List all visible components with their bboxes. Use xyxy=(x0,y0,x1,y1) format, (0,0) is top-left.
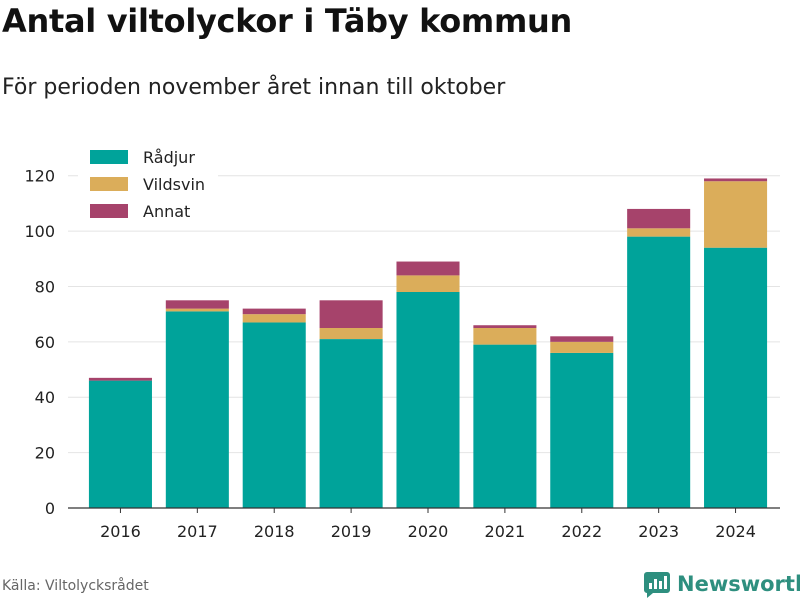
bar-segment-annat[interactable] xyxy=(473,325,537,328)
bar-segment-annat[interactable] xyxy=(627,208,691,229)
legend-label: Vildsvin xyxy=(143,175,205,194)
legend-label: Rådjur xyxy=(143,148,195,167)
y-tick-label: 0 xyxy=(45,499,55,518)
x-tick-label: 2022 xyxy=(561,522,602,541)
bar-segment-vildsvin[interactable] xyxy=(165,308,229,312)
bar-segment-rådjur[interactable] xyxy=(165,311,229,508)
x-tick-label: 2024 xyxy=(715,522,756,541)
x-tick-label: 2020 xyxy=(408,522,449,541)
chart-title: Antal viltolyckor i Täby kommun xyxy=(2,2,572,40)
bar-segment-vildsvin[interactable] xyxy=(704,181,768,248)
bar-segment-vildsvin[interactable] xyxy=(396,275,460,292)
y-tick-label: 120 xyxy=(24,167,55,186)
x-tick-label: 2019 xyxy=(331,522,372,541)
x-tick-label: 2017 xyxy=(177,522,218,541)
legend-label: Annat xyxy=(143,202,190,221)
newsworthy-logo-icon xyxy=(644,572,670,598)
bar-segment-rådjur[interactable] xyxy=(704,247,768,508)
bar-segment-rådjur[interactable] xyxy=(88,380,152,508)
legend-swatch xyxy=(90,177,128,191)
brand-name: Newsworthy xyxy=(677,572,800,596)
bar-segment-vildsvin[interactable] xyxy=(319,328,383,340)
bar-segment-annat[interactable] xyxy=(550,336,614,342)
y-tick-label: 20 xyxy=(35,444,55,463)
x-tick-label: 2023 xyxy=(638,522,679,541)
x-tick-label: 2016 xyxy=(100,522,141,541)
x-tick-label: 2018 xyxy=(254,522,295,541)
bar-segment-annat[interactable] xyxy=(88,377,152,381)
bar-segment-vildsvin[interactable] xyxy=(550,341,614,353)
bar-group xyxy=(88,178,768,508)
y-tick-label: 40 xyxy=(35,388,55,407)
bar-segment-rådjur[interactable] xyxy=(473,344,537,508)
y-tick-label: 100 xyxy=(24,222,55,241)
legend: Rådjur Vildsvin Annat xyxy=(78,142,218,230)
bar-segment-vildsvin[interactable] xyxy=(242,314,306,323)
x-tick-label: 2021 xyxy=(485,522,526,541)
brand-logo[interactable]: Newsworthy xyxy=(644,570,800,598)
bar-segment-annat[interactable] xyxy=(319,300,383,328)
legend-swatch xyxy=(90,204,128,218)
bar-segment-vildsvin[interactable] xyxy=(473,328,537,345)
bar-segment-annat[interactable] xyxy=(704,178,768,182)
bar-segment-rådjur[interactable] xyxy=(396,292,460,508)
y-tick-label: 60 xyxy=(35,333,55,352)
bar-segment-vildsvin[interactable] xyxy=(627,228,691,237)
bar-segment-rådjur[interactable] xyxy=(242,322,306,508)
bar-segment-annat[interactable] xyxy=(242,308,306,315)
legend-swatch xyxy=(90,150,128,164)
source-note: Källa: Viltolycksrådet xyxy=(2,578,149,594)
bar-segment-annat[interactable] xyxy=(396,261,460,276)
bar-segment-annat[interactable] xyxy=(165,300,229,309)
chart-subtitle: För perioden november året innan till ok… xyxy=(2,75,506,100)
axes: 0 20 40 60 80 100 120 2016 2017 2018 2019 2020 2021 2… xyxy=(24,167,780,541)
bar-segment-rådjur[interactable] xyxy=(319,339,383,508)
bar-segment-rådjur[interactable] xyxy=(550,352,614,508)
bar-segment-rådjur[interactable] xyxy=(627,236,691,508)
y-tick-label: 80 xyxy=(35,277,55,296)
